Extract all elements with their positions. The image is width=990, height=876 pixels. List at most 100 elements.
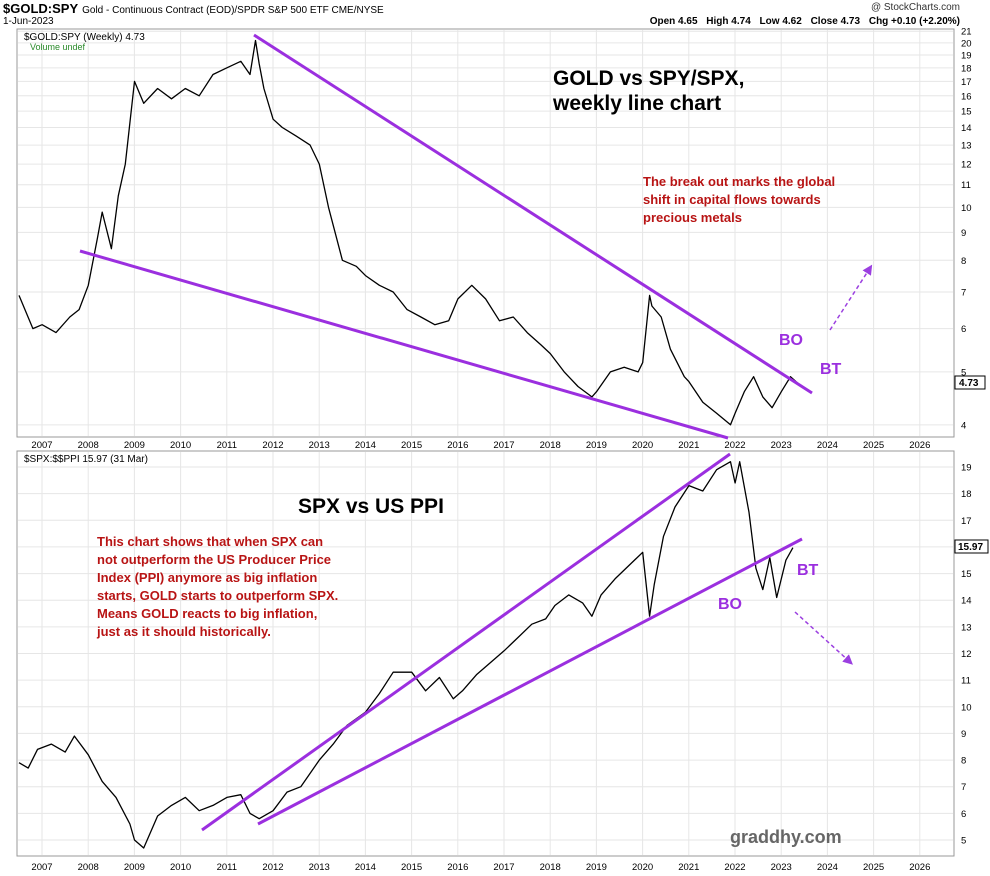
y-tick-label: 9: [961, 228, 966, 239]
x-tick-label: 2019: [586, 440, 607, 451]
x-tick-label: 2011: [217, 440, 237, 451]
y-tick-label: 18: [961, 63, 972, 74]
y-tick-label: 6: [961, 324, 966, 335]
x-tick-label: 2012: [262, 440, 283, 451]
chart-symbol: $GOLD:SPY Gold - Continuous Contract (EOD…: [3, 1, 384, 16]
y-tick-label: 14: [961, 596, 972, 607]
y-tick-label: 8: [961, 256, 966, 267]
lower-trendline: [79, 249, 729, 440]
y-tick-label: 17: [961, 77, 972, 88]
x-tick-label: 2025: [863, 440, 884, 451]
upper-trendline: [253, 33, 813, 395]
breakdown-arrow: [794, 611, 853, 665]
panel1-legend-sub: Volume undef: [30, 42, 86, 52]
y-tick-label: 11: [961, 180, 971, 191]
panel1-last-value: 4.73: [959, 378, 979, 389]
x-tick-label: 2015: [401, 440, 422, 451]
panel2-legend: $SPX:$$PPI 15.97 (31 Mar): [24, 454, 148, 465]
x-tick-label: 2008: [78, 440, 99, 451]
x-tick-label: 2023: [771, 440, 792, 451]
x-tick-label: 2009: [124, 862, 145, 873]
panel2-annotation-line2: not outperform the US Producer Price: [97, 552, 331, 567]
y-tick-label: 12: [961, 160, 972, 171]
x-tick-label: 2009: [124, 440, 145, 451]
y-tick-label: 13: [961, 141, 972, 152]
x-tick-label: 2014: [355, 440, 376, 451]
y-tick-label: 12: [961, 649, 972, 660]
y-tick-label: 7: [961, 782, 966, 793]
panel1-subtitle: weekly line chart: [552, 92, 721, 115]
panel2-x-ticks: 2007 2008 2009 2010 2011 2012 2013 2014 2015 2016…: [31, 862, 930, 873]
x-tick-label: 2022: [724, 440, 745, 451]
y-tick-label: 13: [961, 622, 972, 633]
panel1-bo-label: BO: [779, 332, 803, 349]
high-value: High 4.74: [706, 16, 751, 27]
panel1-gridlines: [18, 30, 953, 436]
panel2-gridlines: [18, 452, 953, 855]
x-tick-label: 2014: [355, 862, 376, 873]
y-tick-label: 15: [961, 107, 972, 118]
y-tick-label: 9: [961, 729, 966, 740]
x-tick-label: 2007: [31, 862, 52, 873]
chart-date: 1-Jun-2023: [3, 16, 54, 27]
y-tick-label: 8: [961, 756, 966, 767]
y-tick-label: 5: [961, 836, 966, 847]
y-tick-label: 11: [961, 676, 971, 687]
y-tick-label: 10: [961, 702, 972, 713]
x-tick-label: 2021: [678, 440, 699, 451]
panel2-bt-label: BT: [797, 562, 819, 579]
panel1-bt-label: BT: [820, 361, 842, 378]
x-tick-label: 2016: [447, 862, 468, 873]
x-tick-label: 2015: [401, 862, 422, 873]
panel2-title: SPX vs US PPI: [298, 495, 444, 518]
x-tick-label: 2020: [632, 862, 653, 873]
x-tick-label: 2022: [724, 862, 745, 873]
y-tick-label: 5: [961, 367, 966, 378]
panel1-title: GOLD vs SPY/SPX,: [553, 67, 744, 90]
chart-description: Gold - Continuous Contract (EOD)/SPDR S&…: [82, 5, 384, 16]
y-tick-label: 19: [961, 51, 972, 62]
y-tick-label: 7: [961, 288, 966, 299]
panel1-legend: $GOLD:SPY (Weekly) 4.73: [24, 32, 145, 43]
y-tick-label: 16: [961, 91, 972, 102]
spx-ppi-series-line: [18, 461, 794, 849]
x-tick-label: 2007: [31, 440, 52, 451]
y-tick-label: 19: [961, 462, 972, 473]
x-tick-label: 2017: [493, 862, 514, 873]
x-tick-label: 2026: [909, 862, 930, 873]
panel2-annotation-line6: just as it should historically.: [96, 624, 271, 639]
chart-credit: @ StockCharts.com: [870, 2, 960, 13]
low-value: Low 4.62: [759, 16, 802, 27]
y-tick-label: 6: [961, 809, 966, 820]
x-tick-label: 2021: [678, 862, 699, 873]
x-tick-label: 2023: [771, 862, 792, 873]
x-tick-label: 2019: [586, 862, 607, 873]
panel2-annotation-line5: Means GOLD reacts to big inflation,: [97, 606, 317, 621]
x-tick-label: 2026: [909, 440, 930, 451]
y-tick-label: 4: [961, 420, 966, 431]
x-tick-label: 2013: [309, 862, 330, 873]
panel1-annotation-line1: The break out marks the global: [643, 174, 835, 189]
close-value: Close 4.73: [810, 16, 861, 27]
ohlc-readout: Open 4.65 High 4.74 Low 4.62 Close 4.73 …: [644, 16, 960, 27]
panel2-last-value: 15.97: [958, 542, 983, 553]
x-tick-label: 2020: [632, 440, 653, 451]
open-value: Open 4.65: [649, 16, 698, 27]
x-tick-label: 2017: [493, 440, 514, 451]
panel2-annotation-line1: This chart shows that when SPX can: [97, 534, 323, 549]
x-tick-label: 2011: [217, 862, 237, 873]
lower-trendline-2: [257, 537, 803, 826]
y-tick-label: 10: [961, 203, 972, 214]
gold-spy-series-line: [18, 39, 801, 426]
y-tick-label: 18: [961, 489, 972, 500]
panel2-bo-label: BO: [718, 596, 742, 613]
x-tick-label: 2012: [262, 862, 283, 873]
change-value: Chg +0.10 (+2.20%): [868, 16, 960, 27]
x-tick-label: 2010: [170, 862, 191, 873]
x-tick-label: 2018: [540, 862, 561, 873]
